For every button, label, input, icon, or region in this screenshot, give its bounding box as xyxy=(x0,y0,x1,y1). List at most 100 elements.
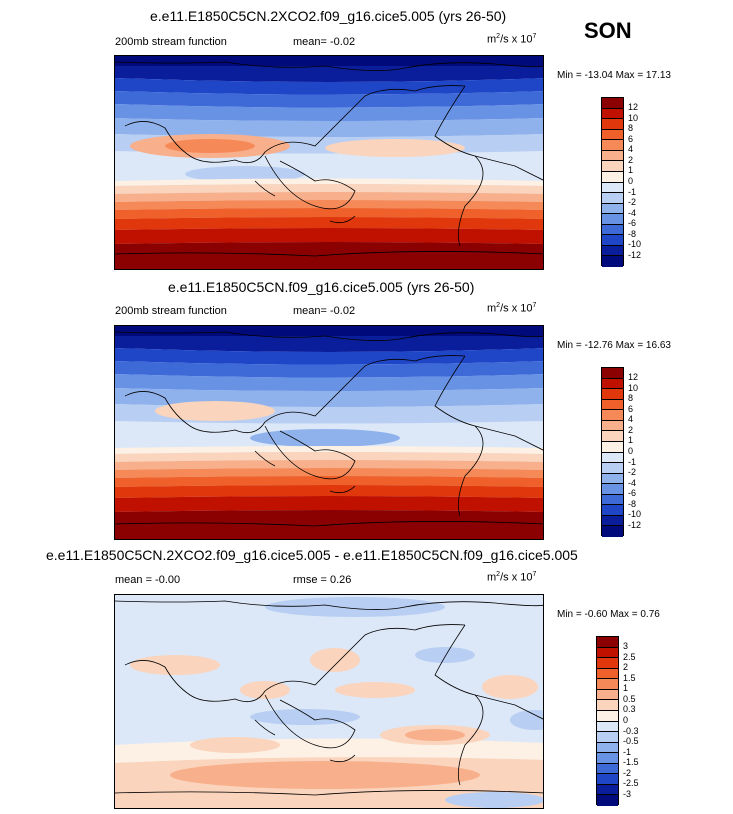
colorbar-swatch xyxy=(602,494,623,506)
panel1-map xyxy=(114,55,544,270)
colorbar-tick-label: -10 xyxy=(628,239,642,250)
colorbar-tick-label: -8 xyxy=(628,228,637,239)
season-label: SON xyxy=(584,18,632,43)
colorbar-swatch xyxy=(602,526,623,537)
colorbar-swatch xyxy=(602,193,623,204)
colorbar-tick-label: 0 xyxy=(623,715,629,725)
panel3-rmse-label: rmse = 0.26 xyxy=(293,574,352,586)
colorbar-swatch xyxy=(602,182,623,194)
panel1-title: e.e11.E1850C5CN.2XCO2.f09_g16.cice5.005 … xyxy=(150,8,507,24)
colorbar-tick-label: 2 xyxy=(623,662,629,673)
colorbar-tick-label: -2.5 xyxy=(623,778,639,789)
colorbar-swatch xyxy=(602,410,623,421)
colorbar-swatch xyxy=(602,224,623,236)
colorbar-swatch xyxy=(602,235,623,246)
panel3-map xyxy=(114,594,544,809)
colorbar-swatch xyxy=(597,689,618,701)
colorbar-swatch xyxy=(602,140,623,151)
colorbar-tick-label: -1 xyxy=(628,186,637,197)
colorbar-tick-label: -1 xyxy=(623,746,632,757)
colorbar-swatch xyxy=(602,256,623,267)
panel1-left-label: 200mb stream function xyxy=(115,36,227,48)
panel2-units: m2/s x 107 xyxy=(487,302,537,315)
colorbar-tick-label: 2.5 xyxy=(623,651,636,662)
colorbar-tick-label: -2 xyxy=(623,767,632,778)
colorbar-swatch xyxy=(597,795,618,806)
colorbar-swatch xyxy=(602,484,623,495)
colorbar-tick-label: 6 xyxy=(628,403,634,414)
colorbar-swatch xyxy=(602,108,623,120)
panel2-left-label: 200mb stream function xyxy=(115,305,227,317)
panel3-title: e.e11.E1850C5CN.2XCO2.f09_g16.cice5.005 … xyxy=(46,547,578,563)
colorbar-swatch xyxy=(602,473,623,485)
colorbar-swatch xyxy=(602,98,623,109)
colorbar-tick-label: 4 xyxy=(628,144,634,155)
panel2-colorbar xyxy=(601,367,624,537)
colorbar-swatch xyxy=(597,753,618,764)
colorbar-swatch xyxy=(597,710,618,722)
colorbar-swatch xyxy=(602,171,623,183)
colorbar-tick-label: 3 xyxy=(623,641,629,652)
colorbar-tick-label: 0.3 xyxy=(623,704,636,715)
colorbar-swatch xyxy=(602,399,623,411)
panel3-minmax: Min = -0.60 Max = 0.76 xyxy=(557,609,660,620)
colorbar-swatch xyxy=(602,214,623,225)
panel2-map xyxy=(114,325,544,540)
colorbar-tick-label: -1.5 xyxy=(623,757,639,768)
panel3-map-field xyxy=(115,595,543,808)
panel2-title: e.e11.E1850C5CN.f09_g16.cice5.005 (yrs 2… xyxy=(168,279,475,295)
colorbar-swatch xyxy=(602,420,623,432)
colorbar-swatch xyxy=(602,505,623,516)
panel3-colorbar xyxy=(596,636,619,806)
colorbar-tick-label: 8 xyxy=(628,123,634,134)
colorbar-swatch xyxy=(597,647,618,659)
colorbar-swatch xyxy=(602,150,623,162)
colorbar-tick-label: 12 xyxy=(628,102,639,113)
colorbar-tick-label: 10 xyxy=(628,382,639,393)
colorbar-swatch xyxy=(597,732,618,743)
panel1-units: m2/s x 107 xyxy=(487,33,537,46)
colorbar-tick-label: -12 xyxy=(628,249,642,260)
colorbar-tick-label: 6 xyxy=(628,133,634,144)
panel2-minmax: Min = -12.76 Max = 16.63 xyxy=(557,340,671,351)
colorbar-swatch xyxy=(602,431,623,442)
colorbar-swatch xyxy=(602,515,623,527)
colorbar-swatch xyxy=(602,129,623,141)
colorbar-swatch xyxy=(602,161,623,172)
panel2-map-field xyxy=(115,326,543,539)
panel2-mean-label: mean= -0.02 xyxy=(293,305,356,317)
colorbar-swatch xyxy=(597,700,618,711)
colorbar-tick-label: 2 xyxy=(628,154,634,165)
colorbar-swatch xyxy=(597,668,618,680)
colorbar-tick-label: -4 xyxy=(628,477,637,488)
colorbar-swatch xyxy=(602,378,623,390)
colorbar-tick-label: -10 xyxy=(628,509,642,520)
colorbar-tick-label: -3 xyxy=(623,788,632,799)
colorbar-tick-label: 0.5 xyxy=(623,693,636,704)
colorbar-swatch xyxy=(597,721,618,733)
colorbar-swatch xyxy=(602,441,623,453)
colorbar-swatch xyxy=(602,452,623,464)
colorbar-tick-label: 10 xyxy=(628,112,639,123)
colorbar-tick-label: -6 xyxy=(628,218,637,229)
panel3-mean-label: mean = -0.00 xyxy=(115,574,181,586)
colorbar-tick-label: 0 xyxy=(628,446,634,456)
colorbar-swatch xyxy=(597,637,618,648)
colorbar-tick-label: 2 xyxy=(628,424,634,435)
colorbar-tick-label: -8 xyxy=(628,498,637,509)
panel1-map-field xyxy=(115,56,543,269)
panel3-units: m2/s x 107 xyxy=(487,571,537,584)
colorbar-tick-label: 4 xyxy=(628,414,634,425)
colorbar-swatch xyxy=(602,368,623,379)
colorbar-tick-label: -0.3 xyxy=(623,725,639,736)
colorbar-tick-label: -12 xyxy=(628,519,642,530)
colorbar-swatch xyxy=(597,679,618,690)
colorbar-swatch xyxy=(602,203,623,215)
colorbar-tick-label: -2 xyxy=(628,467,637,478)
colorbar-swatch xyxy=(597,763,618,775)
colorbar-swatch xyxy=(602,463,623,474)
panel1-minmax: Min = -13.04 Max = 17.13 xyxy=(557,70,671,81)
colorbar-tick-label: -2 xyxy=(628,197,637,208)
colorbar-tick-label: 1.5 xyxy=(623,672,636,683)
colorbar-tick-label: -1 xyxy=(628,456,637,467)
